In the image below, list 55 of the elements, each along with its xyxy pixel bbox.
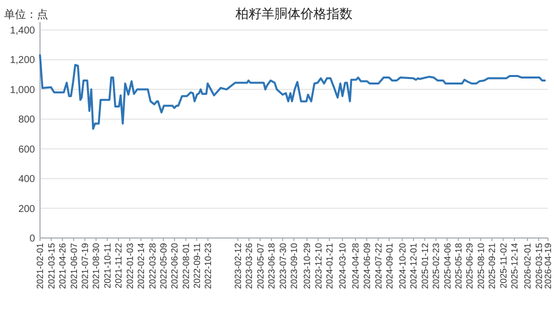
chart-title: 柏籽羊胴体价格指数 bbox=[234, 6, 352, 21]
x-tick-label: 2022-02-14 bbox=[136, 243, 146, 290]
y-tick-label: 1,400 bbox=[10, 26, 36, 36]
y-tick-label: 1,200 bbox=[10, 55, 36, 66]
x-tick-label: 2022-08-01 bbox=[180, 243, 191, 290]
x-tick-label: 2021-02-01 bbox=[35, 243, 46, 290]
y-tick-label: 800 bbox=[18, 114, 36, 126]
x-tick-label: 2025-06-29 bbox=[464, 243, 475, 290]
x-tick-label: 2022-10-23 bbox=[203, 243, 214, 290]
x-tick-label: 2025-11-02 bbox=[498, 243, 508, 288]
x-tick-label: 2024-04-28 bbox=[350, 243, 361, 290]
x-tick-label: 2023-02-12 bbox=[232, 243, 243, 290]
y-tick-label: 200 bbox=[18, 204, 36, 215]
x-tick-label: 2025-01-12 bbox=[420, 243, 430, 290]
x-tick-label: 2021-07-19 bbox=[80, 243, 90, 290]
x-tick-label: 2023-05-07 bbox=[255, 243, 266, 290]
x-tick-label: 2023-09-10 bbox=[289, 243, 300, 290]
x-tick-label: 2026-04-19 bbox=[543, 243, 554, 290]
y-tick-label: 0 bbox=[29, 234, 36, 244]
x-tick-label: 2021-04-26 bbox=[58, 243, 68, 290]
x-tick-label: 2021-11-22 bbox=[114, 243, 124, 288]
x-tick-label: 2024-09-01 bbox=[384, 243, 394, 290]
x-tick-label: 2026-02-01 bbox=[522, 243, 533, 290]
x-tick-label: 2024-07-22 bbox=[373, 243, 384, 290]
x-tick-label: 2023-06-18 bbox=[266, 243, 277, 290]
x-tick-label: 2021-10-11 bbox=[102, 243, 112, 288]
y-tick-label: 600 bbox=[18, 144, 36, 156]
x-tick-label: 2024-03-10 bbox=[338, 243, 348, 290]
x-tick-label: 2021-06-07 bbox=[68, 243, 79, 290]
x-tick-label: 2021-03-15 bbox=[46, 243, 56, 290]
y-tick-label: 1,000 bbox=[10, 84, 36, 96]
y-tick-label: 400 bbox=[18, 174, 36, 186]
x-tick-label: 2024-10-20 bbox=[397, 243, 408, 290]
x-tick-label: 2026-03-15 bbox=[534, 243, 544, 290]
x-tick-label: 2023-12-10 bbox=[313, 243, 324, 290]
x-tick-label: 2021-08-30 bbox=[91, 243, 102, 290]
x-tick-label: 2025-05-18 bbox=[453, 243, 464, 290]
x-tick-label: 2024-12-01 bbox=[408, 243, 419, 290]
x-tick-label: 2024-01-21 bbox=[324, 243, 335, 290]
x-tick-label: 2022-06-20 bbox=[170, 243, 180, 290]
x-tick-label: 2022-03-28 bbox=[147, 243, 158, 290]
line-series bbox=[39, 54, 546, 130]
x-tick-label: 2023-03-26 bbox=[244, 243, 254, 290]
x-tick-label: 2024-06-09 bbox=[362, 243, 372, 290]
x-tick-label: 2025-02-23 bbox=[431, 243, 442, 290]
x-tick-label: 2022-05-09 bbox=[158, 243, 168, 290]
x-tick-label: 2025-12-14 bbox=[510, 243, 520, 290]
x-tick-label: 2025-04-06 bbox=[442, 243, 452, 290]
x-tick-label: 2023-10-29 bbox=[302, 243, 312, 290]
x-tick-label: 2022-01-03 bbox=[124, 243, 135, 290]
x-tick-label: 2023-07-30 bbox=[278, 243, 288, 290]
x-tick-label: 2025-08-10 bbox=[476, 243, 486, 290]
y-axis-title: 单位：点 bbox=[4, 8, 48, 21]
x-tick-label: 2022-09-11 bbox=[192, 243, 202, 288]
x-tick-label: 2025-09-21 bbox=[487, 243, 498, 290]
